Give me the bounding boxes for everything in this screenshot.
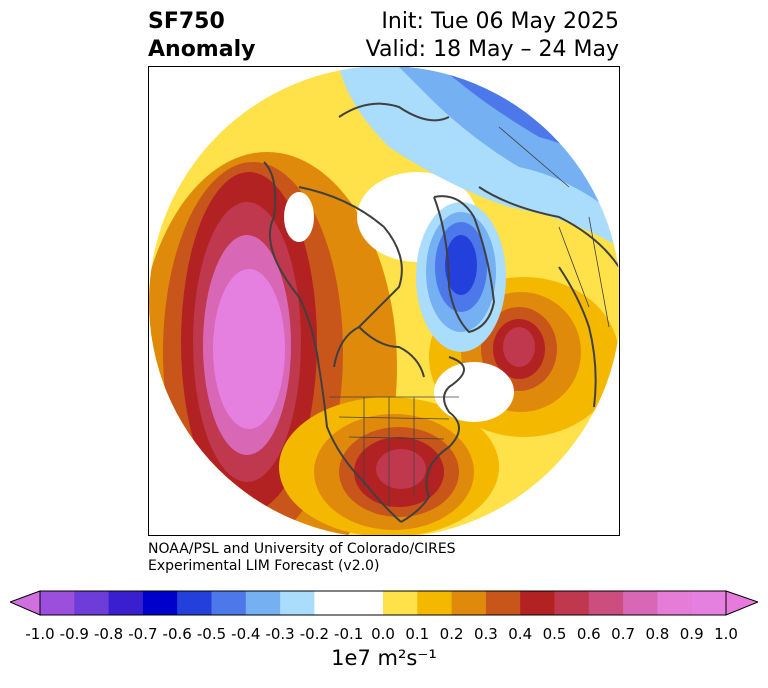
colorbar-cell <box>588 591 624 615</box>
valid-date: Valid: 18 May – 24 May <box>365 37 619 62</box>
colorbar-cell <box>211 591 247 615</box>
colorbar-cell <box>451 591 487 615</box>
colorbar-tick-label: -0.3 <box>265 625 295 643</box>
colorbar-cell <box>40 591 75 615</box>
colorbar-cell <box>383 591 418 615</box>
colorbar-tick-label: 0.4 <box>508 625 533 643</box>
coastlines <box>263 102 619 523</box>
colorbar-cell <box>520 591 555 615</box>
colorbar-cell <box>623 591 658 615</box>
map-panel <box>148 66 620 536</box>
colorbar-tick-label: 0.7 <box>611 625 636 643</box>
colorbar-tick-label: -1.0 <box>25 625 55 643</box>
colorbar-over-arrow <box>725 590 758 616</box>
colorbar-cell <box>74 591 110 615</box>
political-borders <box>329 126 610 507</box>
neutral-zone-atlantic <box>434 362 514 422</box>
colorbar-tick-label: -0.2 <box>299 625 330 643</box>
colorbar-ticks: -1.0 -0.9 -0.8 -0.7 -0.6 -0.5 -0.4 -0.3 -0.2 -0.1… <box>0 625 768 645</box>
colorbar-cell <box>142 591 178 615</box>
colorbar-cell <box>245 591 281 615</box>
colorbar-cell <box>417 591 453 615</box>
colorbar-cell <box>691 591 727 615</box>
colorbar-cell <box>348 591 384 615</box>
colorbar-tick-label: -0.1 <box>334 625 364 643</box>
colorbar-tick-label: 0.2 <box>439 625 464 643</box>
colorbar-tick-label: -0.9 <box>59 625 89 643</box>
colorbar <box>10 590 758 616</box>
colorbar-tick-label: 0.3 <box>473 625 498 643</box>
credit-text: NOAA/PSL and University of Colorado/CIRE… <box>148 541 456 575</box>
neutral-zone-alaska <box>284 192 314 242</box>
anomaly-map <box>149 67 619 535</box>
title-anomaly: Anomaly <box>148 37 256 62</box>
atlantic-anomaly-07 <box>503 327 535 367</box>
forecast-dates: Init: Tue 06 May 2025 Valid: 18 May – 24… <box>366 8 619 64</box>
colorbar-tick-label: -0.5 <box>196 625 227 643</box>
colorbar-tick-label: 0.6 <box>576 625 601 643</box>
colorbar-cell <box>108 591 144 615</box>
colorbar-cell <box>554 591 590 615</box>
colorbar-cell <box>177 591 212 615</box>
colorbar-tick-label: 0.0 <box>371 625 395 643</box>
credit-line-2: Experimental LIM Forecast (v2.0) <box>148 558 380 574</box>
colorbar-tick-label: 0.8 <box>645 625 670 643</box>
colorbar-unit-label: 1e7 m²s⁻¹ <box>331 646 437 670</box>
colorbar-cell <box>485 591 521 615</box>
colorbar-tick-label: 0.5 <box>542 625 567 643</box>
colorbar-tick-label: 1.0 <box>714 625 738 643</box>
colorbar-under-arrow <box>10 590 41 616</box>
credit-line-1: NOAA/PSL and University of Colorado/CIRE… <box>148 541 456 557</box>
colorbar-tick-label: -0.4 <box>231 625 261 643</box>
colorbar-tick-label: -0.6 <box>162 625 192 643</box>
chart-title: SF750 Anomaly <box>148 8 255 64</box>
title-variable: SF750 <box>148 9 225 34</box>
colorbar-tick-label: -0.8 <box>93 625 124 643</box>
colorbar-cell <box>314 591 350 615</box>
colorbar-outline <box>39 590 727 616</box>
pacific-anomaly-09 <box>213 269 285 429</box>
seus-anomaly-07 <box>376 449 426 489</box>
colorbar-tick-label: 0.1 <box>405 625 430 643</box>
colorbar-cell <box>280 591 315 615</box>
colorbar-tick-label: 0.9 <box>679 625 704 643</box>
greenland-anomaly-04 <box>445 235 477 295</box>
init-date: Init: Tue 06 May 2025 <box>381 9 619 34</box>
colorbar-tick-label: -0.7 <box>128 625 158 643</box>
colorbar-cell <box>657 591 693 615</box>
